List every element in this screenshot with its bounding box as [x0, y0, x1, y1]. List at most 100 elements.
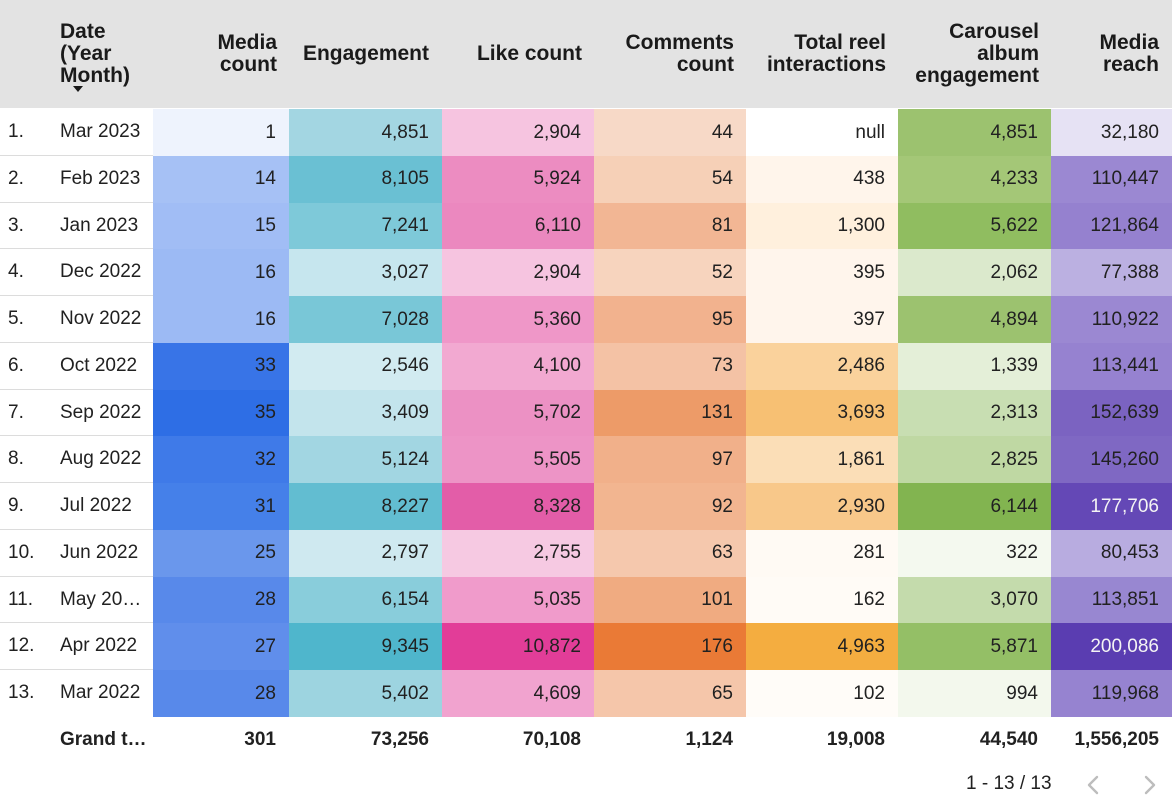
table-row: 3. Jan 2023 15 7,241 6,110 81 1,300 5,622 121,86… — [0, 201, 1172, 250]
row-index: 7. — [8, 401, 24, 423]
comments-count-cell: 54 — [594, 155, 746, 203]
total-reel-interactions-cell: 397 — [746, 296, 898, 343]
carousel-album-engagement-cell: 322 — [898, 529, 1051, 577]
media-count-cell: 35 — [153, 389, 289, 437]
row-index: 2. — [8, 167, 24, 189]
carousel-album-engagement-cell: 4,894 — [898, 296, 1051, 343]
comments-count-cell: 73 — [594, 342, 746, 390]
comments-count-cell: 131 — [594, 389, 746, 437]
date-cell: Mar 2023 — [60, 121, 141, 142]
row-divider — [0, 669, 153, 670]
table-row: 1. Mar 2023 1 4,851 2,904 44 null 4,851 32,180 — [0, 109, 1172, 156]
like-count-cell: 5,360 — [442, 296, 594, 343]
carousel-album-engagement-cell: 4,233 — [898, 155, 1051, 203]
engagement-cell: 3,409 — [289, 389, 442, 437]
media-reach-cell: 113,441 — [1051, 342, 1172, 390]
engagement-cell: 5,124 — [289, 436, 442, 484]
row-divider — [0, 248, 153, 250]
media-reach-cell: 145,260 — [1051, 436, 1172, 484]
row-index: 9. — [8, 495, 24, 516]
table-row: 8. Aug 2022 32 5,124 5,505 97 1,861 2,825 145,26… — [0, 435, 1172, 484]
carousel-album-engagement-cell: 2,825 — [898, 436, 1051, 484]
column-header-date[interactable]: Date (Year Month) — [60, 20, 130, 87]
media-count-cell: 16 — [153, 296, 289, 343]
like-count-cell: 5,924 — [442, 155, 594, 203]
date-cell: May 20… — [60, 588, 142, 610]
row-index: 5. — [8, 308, 24, 329]
grand-total-label: Grand t… — [60, 729, 147, 750]
total-reel-interactions-cell: 2,930 — [746, 483, 898, 530]
date-cell: Dec 2022 — [60, 261, 142, 283]
total-reel-interactions-cell: 1,300 — [746, 202, 898, 250]
media-count-cell: 31 — [153, 483, 289, 530]
media-reach-cell: 77,388 — [1051, 249, 1172, 297]
carousel-album-engagement-cell: 1,339 — [898, 342, 1051, 390]
carousel-album-engagement-cell: 994 — [898, 670, 1051, 717]
table-header: Date (Year Month) Media count Engagement… — [0, 0, 1172, 108]
row-index: 4. — [8, 261, 24, 283]
media-reach-cell: 119,968 — [1051, 670, 1172, 717]
table-row: 5. Nov 2022 16 7,028 5,360 95 397 4,894 110,922 — [0, 295, 1172, 343]
media-reach-cell: 80,453 — [1051, 529, 1172, 577]
column-header-media-count[interactable]: Media count — [217, 31, 277, 76]
engagement-cell: 2,797 — [289, 529, 442, 577]
table-row: 7. Sep 2022 35 3,409 5,702 131 3,693 2,313 152,6… — [0, 388, 1172, 437]
row-index: 1. — [8, 121, 24, 142]
date-cell: Feb 2023 — [60, 167, 141, 189]
total-reel-interactions-cell: 162 — [746, 576, 898, 624]
date-cell: Jan 2023 — [60, 214, 139, 236]
like-count-cell: 2,904 — [442, 249, 594, 297]
date-cell: Nov 2022 — [60, 308, 142, 329]
total-reel-interactions-cell: 1,861 — [746, 436, 898, 484]
column-header-comments-count[interactable]: Comments count — [625, 31, 734, 76]
total-reel-interactions-cell: 438 — [746, 155, 898, 203]
row-index: 3. — [8, 214, 24, 236]
media-count-cell: 1 — [153, 109, 289, 156]
column-header-carousel-album-engagement[interactable]: Carousel album engagement — [915, 20, 1039, 87]
grand-total-like-count: 70,108 — [522, 729, 581, 750]
like-count-cell: 2,755 — [442, 529, 594, 577]
engagement-cell: 7,028 — [289, 296, 442, 343]
media-reach-cell: 113,851 — [1051, 576, 1172, 624]
engagement-cell: 6,154 — [289, 576, 442, 624]
date-cell: Mar 2022 — [60, 682, 141, 703]
date-cell: Aug 2022 — [60, 448, 142, 470]
total-reel-interactions-cell: 2,486 — [746, 342, 898, 390]
like-count-cell: 8,328 — [442, 483, 594, 530]
row-index: 10. — [8, 541, 35, 563]
date-cell: Apr 2022 — [60, 635, 138, 657]
grand-total-comments-count: 1,124 — [685, 729, 733, 750]
grand-total-media-reach: 1,556,205 — [1074, 729, 1159, 750]
grand-total-row: Grand t… 301 73,256 70,108 1,124 19,008 … — [0, 716, 1172, 764]
date-cell: Jun 2022 — [60, 541, 139, 563]
sort-descending-icon[interactable] — [73, 86, 83, 92]
chevron-right-icon[interactable] — [1138, 774, 1160, 796]
table-row: 11. May 20… 28 6,154 5,035 101 162 3,070 113,851 — [0, 575, 1172, 624]
row-divider — [0, 482, 153, 483]
chevron-left-icon[interactable] — [1083, 774, 1105, 796]
row-divider — [0, 575, 153, 577]
media-count-cell: 16 — [153, 249, 289, 297]
carousel-album-engagement-cell: 3,070 — [898, 576, 1051, 624]
column-header-like-count[interactable]: Like count — [476, 42, 582, 65]
date-cell: Jul 2022 — [60, 495, 132, 516]
engagement-cell: 8,227 — [289, 483, 442, 530]
pagination-range: 1 - 13 / 13 — [966, 773, 1052, 794]
table-row: 13. Mar 2022 28 5,402 4,609 65 102 994 119,968 — [0, 669, 1172, 717]
column-header-total-reel-interactions[interactable]: Total reel interactions — [766, 31, 886, 76]
media-count-cell: 14 — [153, 155, 289, 203]
carousel-album-engagement-cell: 2,313 — [898, 389, 1051, 437]
like-count-cell: 6,110 — [442, 202, 594, 250]
column-header-media-reach[interactable]: Media reach — [1099, 31, 1159, 76]
column-header-engagement[interactable]: Engagement — [302, 42, 429, 65]
engagement-cell: 8,105 — [289, 155, 442, 203]
media-reach-cell: 110,447 — [1051, 155, 1172, 203]
media-count-cell: 32 — [153, 436, 289, 484]
like-count-cell: 5,702 — [442, 389, 594, 437]
total-reel-interactions-cell: 281 — [746, 529, 898, 577]
comments-count-cell: 95 — [594, 296, 746, 343]
row-divider — [0, 622, 153, 624]
like-count-cell: 2,904 — [442, 109, 594, 156]
comments-count-cell: 176 — [594, 623, 746, 671]
like-count-cell: 4,609 — [442, 670, 594, 717]
